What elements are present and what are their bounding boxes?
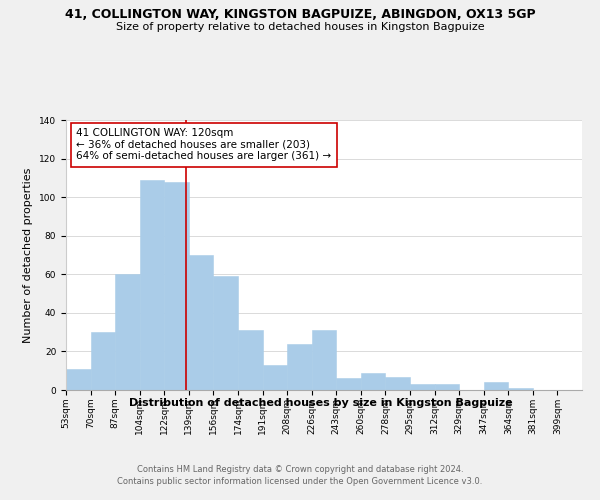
Y-axis label: Number of detached properties: Number of detached properties [23,168,34,342]
Bar [189,255,214,390]
Bar [238,330,263,390]
Bar [66,369,91,390]
Text: 41 COLLINGTON WAY: 120sqm
← 36% of detached houses are smaller (203)
64% of semi: 41 COLLINGTON WAY: 120sqm ← 36% of detac… [76,128,331,162]
Text: 41, COLLINGTON WAY, KINGSTON BAGPUIZE, ABINGDON, OX13 5GP: 41, COLLINGTON WAY, KINGSTON BAGPUIZE, A… [65,8,535,20]
Bar [484,382,508,390]
Bar [140,180,164,390]
Bar [263,365,287,390]
Bar [410,384,434,390]
Bar [164,182,189,390]
Bar [115,274,140,390]
Bar [361,372,385,390]
Bar [434,384,459,390]
Bar [312,330,336,390]
Bar [214,276,238,390]
Text: Distribution of detached houses by size in Kingston Bagpuize: Distribution of detached houses by size … [129,398,513,407]
Bar [336,378,361,390]
Bar [508,388,533,390]
Text: Contains HM Land Registry data © Crown copyright and database right 2024.
Contai: Contains HM Land Registry data © Crown c… [118,465,482,486]
Bar [287,344,312,390]
Bar [91,332,115,390]
Bar [385,376,410,390]
Text: Size of property relative to detached houses in Kingston Bagpuize: Size of property relative to detached ho… [116,22,484,32]
